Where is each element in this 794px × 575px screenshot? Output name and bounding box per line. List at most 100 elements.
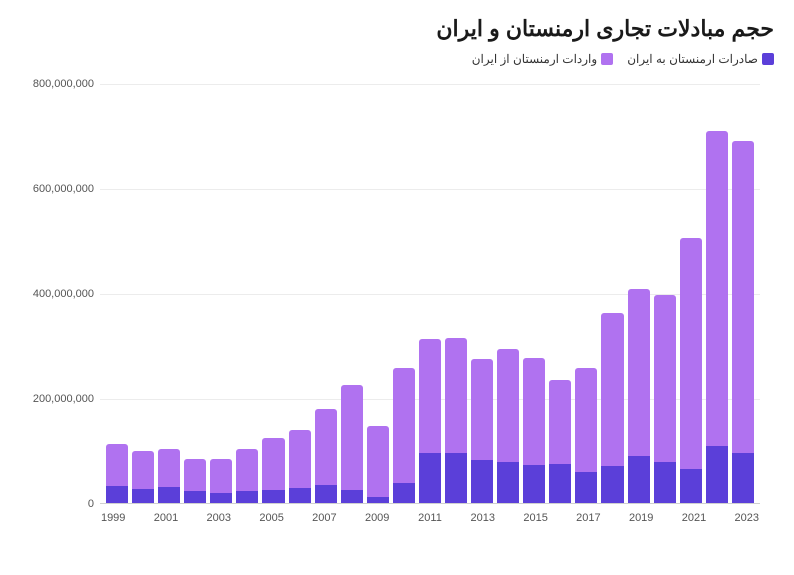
bar-segment-exports xyxy=(341,490,363,503)
y-tick-label: 800,000,000 xyxy=(20,78,94,90)
bar-column xyxy=(184,84,206,503)
bar-column xyxy=(393,84,415,503)
chart-title: حجم مبادلات تجاری ارمنستان و ایران xyxy=(20,16,774,42)
bar-column xyxy=(262,84,284,503)
x-tick-label: 2005 xyxy=(259,512,283,524)
bar-column xyxy=(236,84,258,503)
bar-column xyxy=(132,84,154,503)
bar-column xyxy=(106,84,128,503)
bar-column xyxy=(471,84,493,503)
bar-segment-exports xyxy=(471,460,493,503)
x-tick-label: 2019 xyxy=(629,512,653,524)
legend-label-imports: واردات ارمنستان از ایران xyxy=(472,52,597,66)
y-tick-label: 400,000,000 xyxy=(20,288,94,300)
bar-segment-exports xyxy=(393,483,415,503)
bar-column xyxy=(210,84,232,503)
bar-column xyxy=(289,84,311,503)
bar-segment-imports xyxy=(236,449,258,491)
bar-column xyxy=(341,84,363,503)
bar-segment-exports xyxy=(732,453,754,503)
bar-column xyxy=(497,84,519,503)
legend-swatch-exports xyxy=(762,53,774,65)
bar-segment-exports xyxy=(289,488,311,503)
y-tick-label: 600,000,000 xyxy=(20,183,94,195)
bar-column xyxy=(654,84,676,503)
bar-segment-imports xyxy=(549,380,571,464)
legend-item-imports: واردات ارمنستان از ایران xyxy=(472,52,613,66)
bar-segment-exports xyxy=(680,469,702,503)
bar-segment-exports xyxy=(601,466,623,503)
plot-area xyxy=(100,84,760,504)
bar-column xyxy=(706,84,728,503)
bar-segment-imports xyxy=(523,358,545,466)
x-tick-label: 2023 xyxy=(735,512,759,524)
bar-segment-imports xyxy=(445,338,467,454)
x-tick-label: 2003 xyxy=(207,512,231,524)
bar-column xyxy=(549,84,571,503)
y-tick-label: 0 xyxy=(20,498,94,510)
bar-segment-imports xyxy=(158,449,180,487)
bar-segment-imports xyxy=(367,426,389,497)
x-tick-label: 2007 xyxy=(312,512,336,524)
bar-segment-exports xyxy=(184,491,206,503)
bar-segment-exports xyxy=(262,490,284,503)
y-tick-label: 200,000,000 xyxy=(20,393,94,405)
bar-column xyxy=(523,84,545,503)
legend-swatch-imports xyxy=(601,53,613,65)
bar-segment-imports xyxy=(706,131,728,446)
x-tick-label: 2011 xyxy=(418,512,442,524)
bar-segment-exports xyxy=(158,487,180,503)
bar-segment-exports xyxy=(575,472,597,504)
bar-column xyxy=(680,84,702,503)
bar-segment-imports xyxy=(106,444,128,486)
bar-segment-exports xyxy=(132,489,154,503)
bar-segment-exports xyxy=(628,456,650,503)
bar-segment-imports xyxy=(654,295,676,462)
x-tick-label: 2015 xyxy=(523,512,547,524)
bar-segment-exports xyxy=(419,453,441,503)
bar-segment-imports xyxy=(184,459,206,492)
bar-column xyxy=(445,84,467,503)
bar-segment-imports xyxy=(680,238,702,469)
bar-segment-imports xyxy=(210,459,232,492)
bar-segment-exports xyxy=(497,462,519,503)
x-tick-label: 2021 xyxy=(682,512,706,524)
bar-column xyxy=(315,84,337,503)
bar-segment-exports xyxy=(523,465,545,503)
bar-column xyxy=(419,84,441,503)
bar-segment-exports xyxy=(315,485,337,503)
x-tick-label: 2013 xyxy=(471,512,495,524)
x-tick-label: 2009 xyxy=(365,512,389,524)
chart: 0 200,000,000 400,000,000 600,000,000 800,00… xyxy=(20,74,774,544)
bar-segment-imports xyxy=(315,409,337,485)
x-tick-label: 1999 xyxy=(101,512,125,524)
bar-segment-exports xyxy=(106,486,128,503)
bar-column xyxy=(367,84,389,503)
legend-label-exports: صادرات ارمنستان به ایران xyxy=(627,52,758,66)
bar-segment-imports xyxy=(393,368,415,484)
bar-segment-exports xyxy=(236,491,258,503)
bar-segment-imports xyxy=(289,430,311,489)
bar-segment-imports xyxy=(575,368,597,472)
bar-segment-exports xyxy=(706,446,728,503)
bar-segment-exports xyxy=(210,493,232,504)
bar-segment-imports xyxy=(628,289,650,456)
x-axis-labels: 1999 2001 2003 2005 2007 2009 2011 2013 2015 2017… xyxy=(100,506,760,536)
x-tick-label: 2017 xyxy=(576,512,600,524)
bar-segment-imports xyxy=(497,349,519,462)
bar-column xyxy=(601,84,623,503)
bar-segment-exports xyxy=(367,497,389,503)
bar-segment-imports xyxy=(732,141,754,453)
bar-segment-imports xyxy=(601,313,623,466)
bar-segment-imports xyxy=(262,438,284,491)
bar-column xyxy=(628,84,650,503)
bar-segment-imports xyxy=(419,339,441,453)
bar-segment-imports xyxy=(132,451,154,489)
x-tick-label: 2001 xyxy=(154,512,178,524)
bar-column xyxy=(575,84,597,503)
bar-column xyxy=(158,84,180,503)
legend-item-exports: صادرات ارمنستان به ایران xyxy=(627,52,774,66)
bar-column xyxy=(732,84,754,503)
bar-segment-exports xyxy=(654,462,676,503)
bars-container xyxy=(100,84,760,503)
